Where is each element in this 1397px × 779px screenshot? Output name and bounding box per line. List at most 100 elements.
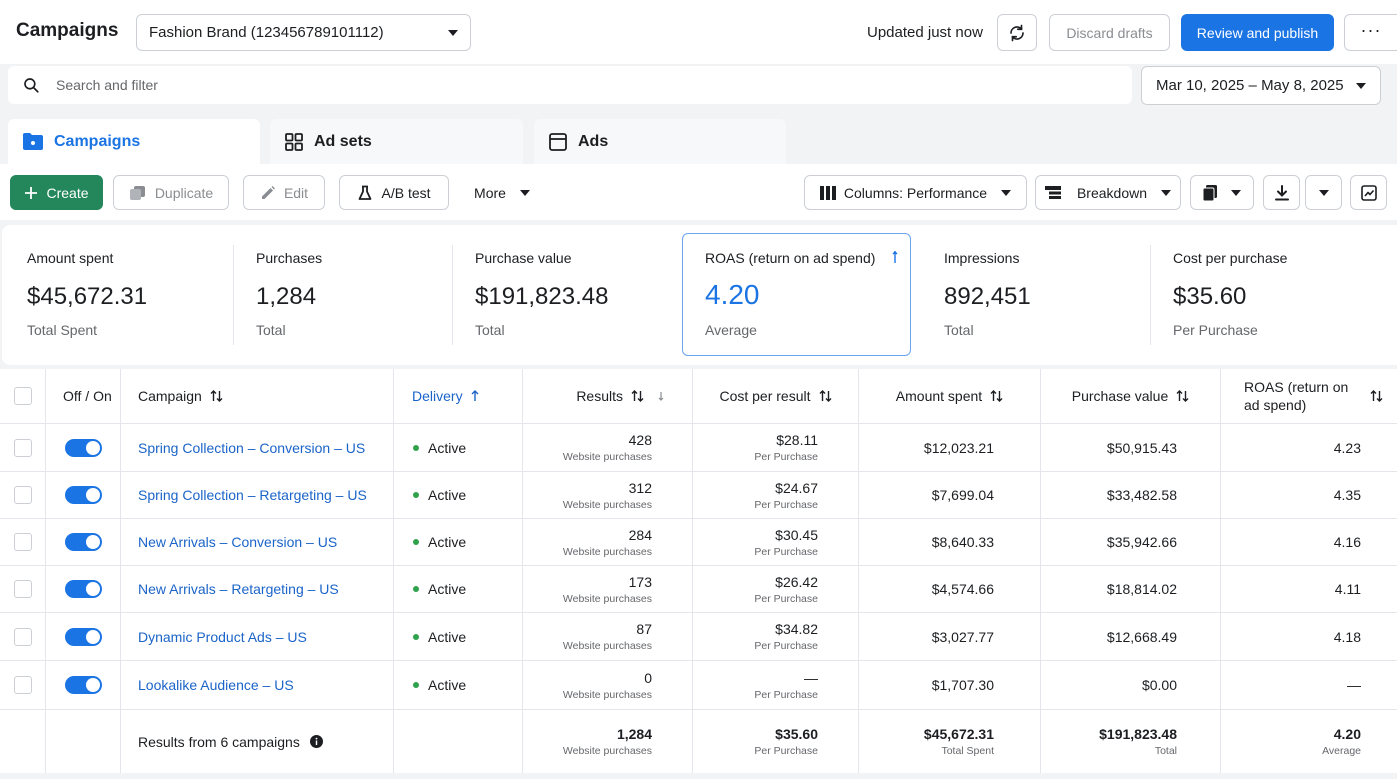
campaign-name-link[interactable]: Lookalike Audience – US <box>138 677 294 693</box>
metric-label: Impressions <box>944 250 1020 266</box>
metric-sub: Average <box>705 322 757 338</box>
total-spent-sub: Total Spent <box>941 745 994 757</box>
delivery-cell: Active <box>394 424 523 471</box>
columns-dropdown[interactable]: Columns: Performance <box>804 175 1027 210</box>
delivery-cell: Active <box>394 472 523 518</box>
metric-roas[interactable]: ROAS (return on ad spend) 4.20 Average <box>682 225 914 365</box>
row-checkbox[interactable] <box>13 676 32 694</box>
metric-sub: Total <box>944 322 974 338</box>
footer-pv-cell: $191,823.48 Total <box>1041 710 1221 773</box>
column-header-purchase-value[interactable]: Purchase value <box>1041 369 1221 423</box>
pv-cell: $33,482.58 <box>1041 472 1221 518</box>
roas-cell: 4.18 <box>1333 628 1361 645</box>
status-dot <box>413 492 419 498</box>
export-options-button[interactable] <box>1305 175 1342 210</box>
charts-toggle-button[interactable] <box>1350 175 1387 210</box>
column-header-roas[interactable]: ROAS (return on ad spend) <box>1221 369 1397 423</box>
campaign-name-cell: Spring Collection – Conversion – US <box>121 424 394 471</box>
pv-cell: $0.00 <box>1041 661 1221 709</box>
sort-icon <box>990 390 1003 402</box>
metric-value: 1,284 <box>256 283 317 310</box>
tab-campaigns[interactable]: Campaigns <box>8 119 260 164</box>
status-dot <box>413 586 419 592</box>
row-select-cell <box>0 519 46 565</box>
pin-icon <box>892 251 898 263</box>
column-header-results[interactable]: Results <box>523 369 693 423</box>
tab-ads[interactable]: Ads <box>534 119 786 164</box>
table-row[interactable]: Lookalike Audience – US Active 0 Website … <box>0 661 1397 710</box>
campaign-toggle[interactable] <box>64 627 102 646</box>
campaign-name-link[interactable]: New Arrivals – Retargeting – US <box>138 581 339 597</box>
refresh-button[interactable] <box>997 14 1037 51</box>
export-button[interactable] <box>1263 175 1300 210</box>
metric-impressions[interactable]: Impressions 892,451 Total <box>919 225 1151 365</box>
column-header-cost-per-result[interactable]: Cost per result <box>693 369 859 423</box>
duplicate-button[interactable]: Duplicate <box>113 175 229 210</box>
sort-icon <box>1176 390 1189 402</box>
cpr-sub: Per Purchase <box>754 498 818 511</box>
row-checkbox[interactable] <box>13 533 32 551</box>
reports-dropdown[interactable] <box>1190 175 1254 210</box>
table-row[interactable]: Spring Collection – Conversion – US Acti… <box>0 424 1397 472</box>
ab-test-button[interactable]: A/B test <box>339 175 449 210</box>
discard-drafts-button[interactable]: Discard drafts <box>1049 14 1170 51</box>
edit-button[interactable]: Edit <box>243 175 325 210</box>
campaign-name-link[interactable]: Spring Collection – Conversion – US <box>138 439 366 456</box>
chevron-down-icon <box>1356 82 1366 89</box>
column-header-delivery[interactable]: Delivery <box>394 369 523 423</box>
breakdown-dropdown[interactable]: Breakdown <box>1035 175 1181 210</box>
chevron-down-icon <box>448 29 458 36</box>
account-dropdown[interactable]: Fashion Brand (123456789101112) <box>136 14 471 51</box>
sort-icon <box>631 390 644 402</box>
metric-sub: Total Spent <box>27 322 98 338</box>
date-range-dropdown[interactable]: Mar 10, 2025 – May 8, 2025 <box>1141 66 1381 105</box>
campaign-name-link[interactable]: Dynamic Product Ads – US <box>138 628 307 645</box>
footer-roas-cell: 4.20 Average <box>1221 710 1397 773</box>
row-checkbox[interactable] <box>13 580 32 598</box>
metric-amount-spent[interactable]: Amount spent $45,672.31 Total Spent <box>2 225 234 365</box>
sort-icon <box>819 390 832 402</box>
select-all-checkbox[interactable] <box>13 387 32 405</box>
metric-cost-per-purchase[interactable]: Cost per purchase $35.60 Per Purchase <box>1148 225 1397 365</box>
table-row[interactable]: Spring Collection – Retargeting – US Act… <box>0 472 1397 519</box>
more-button[interactable]: More <box>460 175 544 210</box>
results-sub: Website purchases <box>562 498 652 511</box>
table-row[interactable]: New Arrivals – Conversion – US Active 28… <box>0 519 1397 566</box>
create-button[interactable]: Create <box>10 175 103 210</box>
delivery-cell: Active <box>394 566 523 612</box>
cpr-value: $30.45 <box>775 526 818 543</box>
tab-ad-sets[interactable]: Ad sets <box>270 119 523 164</box>
campaign-name-link[interactable]: New Arrivals – Conversion – US <box>138 534 338 550</box>
table-row[interactable]: Dynamic Product Ads – US Active 87 Websit… <box>0 613 1397 661</box>
metric-purchases[interactable]: Purchases 1,284 Total <box>231 225 453 365</box>
flask-icon <box>359 185 372 200</box>
spent-cell: $8,640.33 <box>859 519 1041 565</box>
campaign-toggle[interactable] <box>64 580 102 598</box>
delivery-status: Active <box>428 487 467 503</box>
cpr-value: $26.42 <box>775 573 818 590</box>
campaign-toggle[interactable] <box>64 486 102 504</box>
row-select-cell <box>0 424 46 471</box>
column-header-campaign[interactable]: Campaign <box>121 369 394 423</box>
campaign-toggle[interactable] <box>64 676 102 694</box>
row-checkbox[interactable] <box>13 438 32 457</box>
row-checkbox[interactable] <box>13 627 32 646</box>
campaign-toggle[interactable] <box>64 438 102 457</box>
review-publish-button[interactable]: Review and publish <box>1181 14 1334 51</box>
more-options-button[interactable]: ··· <box>1344 14 1397 51</box>
header-label: Purchase value <box>1071 388 1169 404</box>
column-header-amount-spent[interactable]: Amount spent <box>859 369 1041 423</box>
cpr-value: $28.11 <box>776 432 818 448</box>
total-cpr-sub: Per Purchase <box>754 745 818 757</box>
toggle-cell <box>46 613 121 660</box>
column-header-offon[interactable]: Off / On <box>46 369 121 423</box>
footer-cpr-cell: $35.60 Per Purchase <box>693 710 859 773</box>
info-icon[interactable] <box>309 735 323 748</box>
search-input[interactable] <box>56 77 956 93</box>
campaign-toggle[interactable] <box>64 533 102 551</box>
row-checkbox[interactable] <box>13 486 32 504</box>
total-roas: 4.20 <box>1333 726 1361 742</box>
campaign-name-link[interactable]: Spring Collection – Retargeting – US <box>138 487 367 503</box>
table-row[interactable]: New Arrivals – Retargeting – US Active 1… <box>0 566 1397 613</box>
metric-purchase-value[interactable]: Purchase value $191,823.48 Total <box>450 225 680 365</box>
